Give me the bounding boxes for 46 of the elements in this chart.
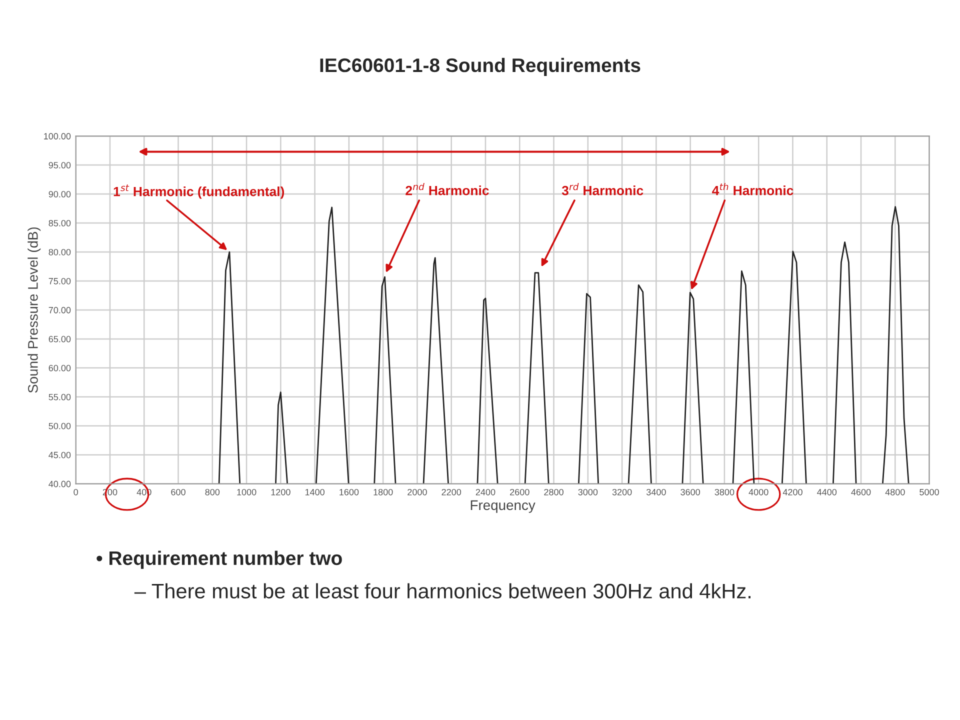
x-tick-label: 4200 — [782, 488, 802, 496]
x-tick-label: 2800 — [544, 488, 564, 496]
x-tick-label: 1400 — [305, 488, 324, 496]
y-tick-label: 70.00 — [48, 306, 71, 314]
x-tick-label: 2000 — [408, 488, 427, 496]
x-tick-label: 2400 — [476, 488, 496, 496]
x-tick-label: 0 — [74, 488, 78, 496]
x-tick-label: 3800 — [714, 488, 734, 496]
y-tick-label: 85.00 — [48, 220, 71, 226]
annotation: 3$^{rd}$ Harmonic — [562, 183, 644, 196]
x-tick-label: 1600 — [340, 488, 359, 496]
x-tick-label: 4000 — [748, 488, 768, 496]
x-tick-label: 4400 — [817, 488, 837, 496]
y-tick-label: 40.00 — [48, 480, 71, 488]
annotation: 1$^{st}$ Harmonic (fundamental) — [114, 184, 284, 199]
y-tick-label: 50.00 — [48, 422, 71, 430]
x-tick-label: 3200 — [612, 488, 632, 496]
annotation: 4$^{th}$ Harmonic — [712, 182, 794, 196]
x-tick-label: 3600 — [680, 488, 700, 496]
y-tick-label: 65.00 — [48, 336, 71, 342]
y-tick-label: 60.00 — [48, 364, 71, 372]
y-tick-label: 90.00 — [48, 191, 71, 198]
chart-title: IEC60601-1-8 Sound Requirements — [320, 58, 640, 76]
y-tick-label: 80.00 — [48, 248, 71, 256]
x-tick-label: 1800 — [374, 488, 393, 496]
y-axis-title: Sound Pressure Level (dB) — [28, 227, 41, 393]
x-tick-label: 800 — [205, 488, 220, 496]
x-tick-label: 3400 — [646, 488, 666, 496]
x-tick-label: 4600 — [851, 488, 871, 496]
x-tick-label: 4800 — [885, 488, 905, 496]
x-tick-label: 5000 — [920, 488, 939, 496]
x-tick-label: 1200 — [271, 488, 290, 496]
text: – There must be at least four harmonics between 300Hz and 4kHz. — [134, 583, 751, 599]
y-tick-label: 100.00 — [44, 133, 71, 140]
x-tick-label: 600 — [171, 488, 186, 496]
y-tick-label: 55.00 — [48, 394, 71, 400]
y-tick-label: 75.00 — [48, 278, 71, 284]
y-tick-label: 95.00 — [48, 162, 71, 168]
y-tick-label: 45.00 — [48, 452, 71, 458]
x-tick-label: 1000 — [237, 488, 256, 496]
text: • Requirement number two — [96, 550, 342, 569]
x-tick-label: 2200 — [442, 488, 462, 496]
x-tick-label: 2600 — [510, 488, 530, 496]
annotation: 2$^{nd}$ Harmonic — [406, 182, 489, 196]
x-tick-label: 3000 — [578, 488, 598, 496]
x-axis-title: Frequency — [470, 500, 536, 513]
